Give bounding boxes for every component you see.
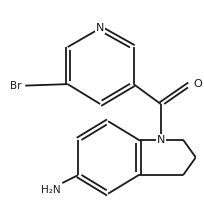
Text: N: N <box>156 135 165 145</box>
Text: O: O <box>193 79 202 89</box>
Text: Br: Br <box>10 81 21 91</box>
Text: N: N <box>96 23 104 33</box>
Text: H₂N: H₂N <box>41 185 60 195</box>
